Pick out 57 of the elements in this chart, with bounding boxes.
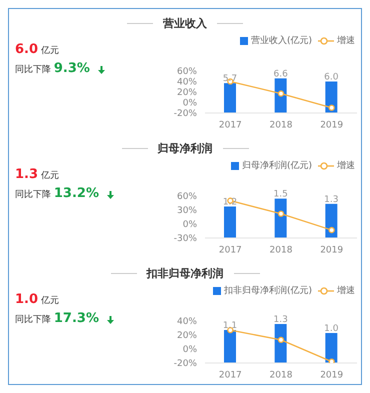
y-tick-label: 20% (176, 88, 198, 98)
text: 亿元 (40, 171, 59, 181)
x-tick-label: 2019 (320, 245, 344, 256)
y-tick-label: -30% (174, 234, 198, 244)
y-tick-label: -20% (174, 109, 198, 120)
x-tick-label: 2019 (320, 370, 344, 380)
x-tick-label: 2017 (218, 120, 242, 130)
data-label: 1.3 (274, 315, 288, 325)
legend-label: 增速 (337, 35, 355, 47)
x-tick-label: 2019 (320, 120, 344, 130)
data-label: 1.0 (324, 324, 339, 334)
y-tick-label: 60% (176, 67, 198, 78)
data-label: 1.5 (274, 190, 288, 200)
text: 6.0 (15, 42, 38, 57)
text: 1.3 (15, 167, 38, 182)
y-tick-label: 20% (176, 331, 198, 342)
x-tick-label: 2018 (270, 370, 293, 380)
text: 亿元 (40, 46, 59, 56)
x-tick-label: 2017 (218, 245, 242, 256)
y-tick-label: 30% (176, 206, 198, 216)
text: 亿元 (40, 296, 59, 306)
y-tick-label: 0% (182, 98, 198, 109)
chart-title: 归母净利润 (158, 142, 212, 156)
x-tick-label: 2018 (270, 120, 293, 130)
legend-label: 增速 (337, 285, 355, 297)
data-label: 6.0 (324, 72, 339, 82)
y-tick-label: 60% (176, 192, 198, 202)
text: 13.2% (54, 186, 99, 201)
y-tick-label: 0% (182, 345, 198, 356)
point (328, 358, 335, 363)
text: 同比下降 (15, 315, 51, 325)
y-tick-label: 0% (182, 220, 198, 230)
text: 同比下降 (15, 190, 51, 200)
y-tick-label: 40% (176, 78, 198, 88)
legend-label: 归母净利润(亿元) (242, 160, 312, 172)
text: 9.3% (54, 61, 90, 76)
data-label: 6.6 (274, 69, 288, 80)
data-label: 5.7 (222, 74, 238, 84)
point (328, 226, 335, 234)
data-label: 1.3 (324, 194, 338, 205)
text: 同比下降 (15, 65, 51, 75)
text: 17.3% (54, 311, 99, 326)
text: 1.0 (15, 292, 38, 307)
y-tick-label: -20% (174, 359, 198, 370)
chart-title: 扣非归母净利润 (146, 267, 224, 280)
point (328, 104, 335, 111)
y-tick-label: 40% (176, 317, 198, 328)
chart-title: 营业收入 (163, 17, 207, 30)
point (278, 90, 284, 97)
x-tick-label: 2017 (218, 370, 242, 380)
legend-label: 扣非归母净利润(亿元) (224, 285, 312, 297)
data-label: 1.1 (222, 321, 238, 331)
point (278, 210, 284, 217)
legend-label: 营业收入(亿元) (250, 35, 312, 47)
legend-label: 增速 (337, 160, 355, 172)
point (278, 336, 284, 344)
x-tick-label: 2018 (270, 245, 293, 256)
